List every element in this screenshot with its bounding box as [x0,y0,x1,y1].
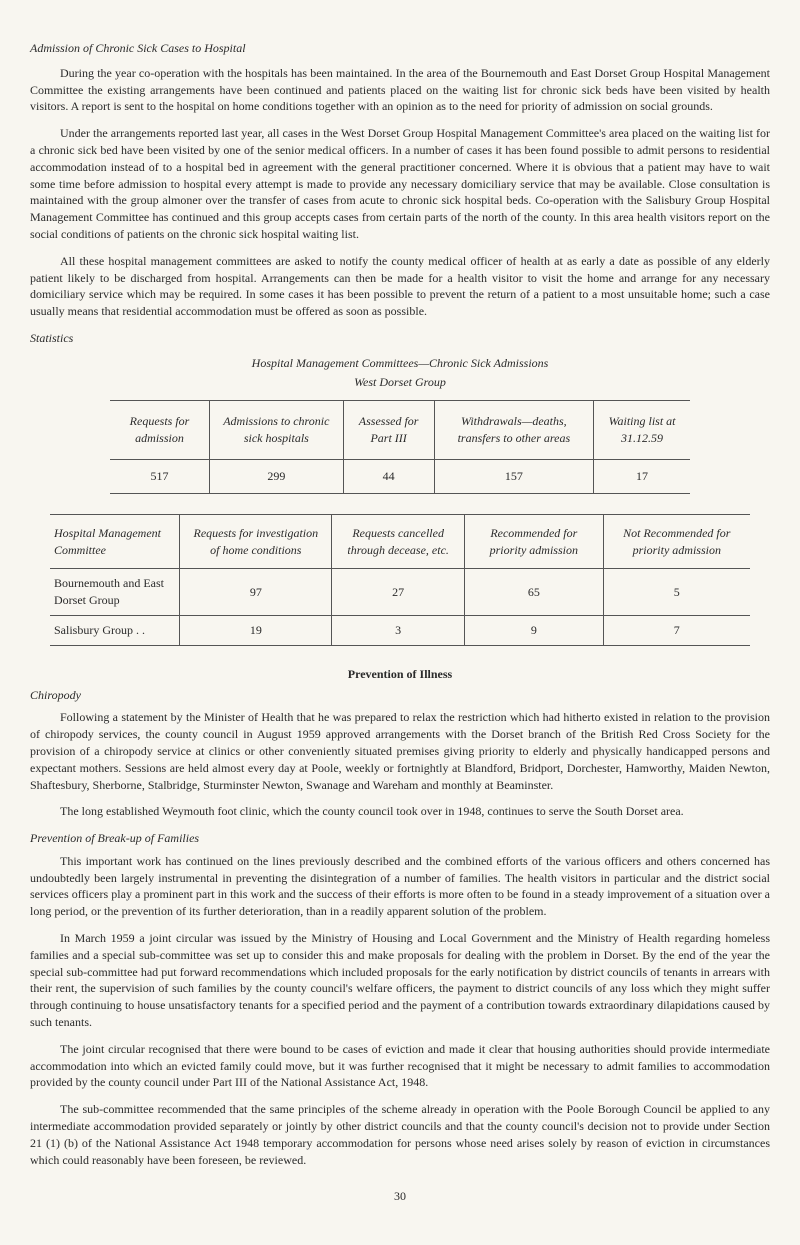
table-header: Requests cancelled through decease, etc. [332,514,465,569]
prevention-title: Prevention of Illness [30,666,770,683]
paragraph: Under the arrangements reported last yea… [30,125,770,243]
table-header: Recommended for priority admission [465,514,603,569]
table-cell: 9 [465,615,603,645]
table-cell: 44 [343,459,434,493]
table-cell: 299 [210,459,344,493]
table-cell: 517 [110,459,210,493]
table-cell: Salisbury Group . . [50,615,180,645]
page-number: 30 [30,1188,770,1205]
paragraph: The joint circular recognised that there… [30,1041,770,1091]
table-chronic-sick-admissions: Requests for admission Admissions to chr… [110,400,690,493]
table-header: Admissions to chronic sick hospitals [210,401,344,460]
table-header: Requests for admission [110,401,210,460]
table-cell: 3 [332,615,465,645]
table-header: Assessed for Part III [343,401,434,460]
paragraph: The sub-committee recommended that the s… [30,1101,770,1168]
breakup-label: Prevention of Break-up of Families [30,830,770,847]
table-cell: 157 [434,459,593,493]
table-cell: 17 [594,459,690,493]
statistics-label: Statistics [30,330,770,347]
table-cell: 27 [332,569,465,616]
table-header: Not Recommended for priority admission [603,514,750,569]
table-header: Waiting list at 31.12.59 [594,401,690,460]
table-header: Requests for investigation of home condi… [180,514,332,569]
table-cell: 5 [603,569,750,616]
table-cell: 65 [465,569,603,616]
table-cell: 19 [180,615,332,645]
table-cell: 97 [180,569,332,616]
table-cell: 7 [603,615,750,645]
paragraph: This important work has continued on the… [30,853,770,920]
table1-title: Hospital Management Committees—Chronic S… [30,355,770,372]
chiropody-label: Chiropody [30,687,770,704]
table1-subtitle: West Dorset Group [30,374,770,391]
paragraph: The long established Weymouth foot clini… [30,803,770,820]
table-hospital-management: Hospital Management Committee Requests f… [50,514,750,646]
table-cell: Bournemouth and East Dorset Group [50,569,180,616]
paragraph: Following a statement by the Minister of… [30,709,770,793]
table-header: Hospital Management Committee [50,514,180,569]
paragraph: During the year co-operation with the ho… [30,65,770,115]
section-title-admission: Admission of Chronic Sick Cases to Hospi… [30,40,770,57]
table-header: Withdrawals—deaths, transfers to other a… [434,401,593,460]
paragraph: All these hospital management committees… [30,253,770,320]
paragraph: In March 1959 a joint circular was issue… [30,930,770,1031]
